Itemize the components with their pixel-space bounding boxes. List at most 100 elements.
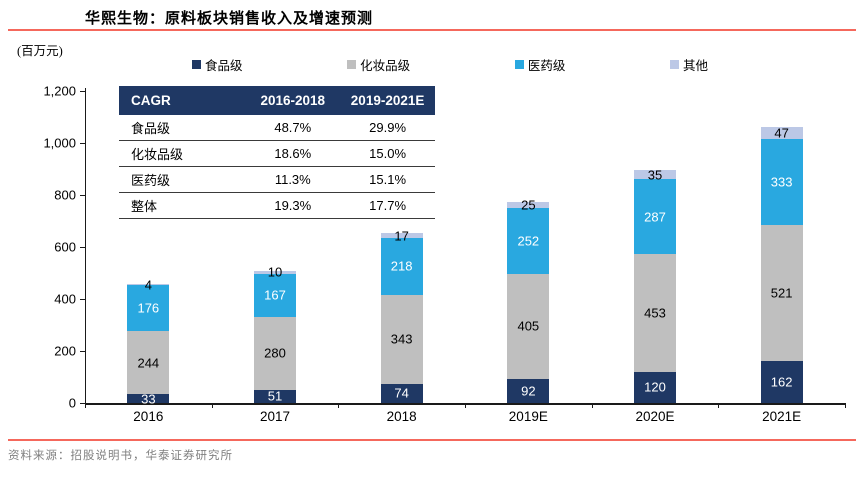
bar-value-label: 244 [137,355,160,371]
legend-label: 医药级 [527,59,566,73]
x-axis-tick [465,403,466,408]
bar-segment-2020E-0 [634,371,676,403]
bar-value-label: 167 [264,287,286,303]
bar-value-label: 51 [267,388,283,404]
legend-swatch-icon [347,60,357,69]
bar-segment-2019E-2 [507,208,550,274]
cagr-cell: 化妆品级 [119,140,246,167]
bar-value-label: 92 [521,383,536,399]
y-axis-tick-label: 800 [54,187,76,203]
legend-label: 食品级 [205,59,243,73]
cagr-table: CAGR 2016-2018 2019-2021E 食品级 48.7% 29.9% 化… [119,86,435,219]
bar-value-label: 280 [264,345,286,361]
bar-value-label: 287 [644,209,666,225]
cagr-cell: 医药级 [119,166,246,193]
y-axis-tick [80,91,85,92]
cagr-table-row-1: 化妆品级 18.6% 15.0% [119,140,435,167]
bar-segment-2016-3 [127,284,170,286]
bar-segment-2019E-0 [507,379,550,403]
cagr-cell: 17.7% [340,192,435,219]
bar-value-label: 333 [770,174,793,190]
y-axis-tick-label: 1,200 [43,83,76,99]
figure-title: 华熙生物：原料板块销售收入及增速预测 [85,11,374,27]
y-axis-tick [80,247,85,248]
bar-value-label: 47 [774,125,789,141]
x-axis-tick [85,403,86,408]
source-note: 资料来源：招股说明书，华泰证券研究所 [8,450,233,462]
cagr-cell: 11.3% [245,166,341,193]
x-axis-category-label: 2016 [133,409,164,424]
y-axis-tick-label: 0 [68,395,76,411]
x-axis-category-label: 2021E [762,409,802,424]
chart-legend: 食品级 化妆品级 医药级 其他 [192,55,708,74]
cagr-table-row-3: 整体 19.3% 17.7% [119,192,435,219]
top-red-divider [8,29,856,31]
cagr-table-row-0: 食品级 48.7% 29.9% [119,115,435,141]
bar-segment-2020E-1 [634,254,676,372]
bar-segment-2021E-1 [760,225,803,361]
bar-segment-2019E-1 [507,273,550,380]
bar-value-label: 25 [521,197,536,213]
bar-segment-2016-0 [127,394,170,403]
bar-value-label: 343 [390,331,413,347]
x-axis-category-label: 2019E [508,409,548,424]
bar-value-label: 162 [770,374,793,390]
legend-item-0: 食品级 [192,55,243,74]
bar-segment-2020E-2 [634,179,676,254]
bar-segment-2021E-3 [760,126,803,139]
cagr-table-header-cagr: CAGR [119,86,246,115]
legend-label: 其他 [682,59,708,73]
cagr-cell: 19.3% [245,192,341,219]
legend-item-2: 医药级 [514,55,566,74]
bar-segment-2017-3 [254,270,296,274]
bar-value-label: 10 [267,264,283,280]
bar-segment-2017-1 [254,316,296,390]
x-axis-tick [338,403,340,408]
bar-segment-2018-2 [380,237,423,295]
cagr-cell: 48.7% [245,115,341,141]
bar-value-label: 176 [137,300,160,316]
legend-swatch-icon [514,60,524,69]
bar-value-label: 405 [517,318,540,334]
bar-value-label: 17 [394,228,409,244]
legend-label: 化妆品级 [360,59,411,73]
bar-segment-2018-0 [380,383,423,403]
bar-value-label: 521 [770,285,793,301]
bar-value-label: 35 [647,167,663,183]
x-axis-category-label: 2020E [635,409,675,424]
cagr-table-header-2016-2018: 2016-2018 [245,86,341,115]
y-axis-unit-label: (百万元) [17,44,63,58]
y-axis-tick [80,143,85,144]
cagr-cell: 15.0% [340,140,435,167]
bar-value-label: 453 [644,305,666,321]
cagr-cell: 29.9% [340,115,435,141]
x-axis-category-label: 2017 [259,409,291,424]
bar-segment-2016-2 [127,285,170,331]
bar-segment-2019E-3 [507,201,550,209]
bar-value-label: 4 [144,277,152,293]
bar-segment-2017-0 [254,389,296,403]
cagr-cell: 整体 [119,192,246,219]
y-axis-tick-label: 1,000 [43,135,76,151]
y-axis-line [85,88,86,404]
x-axis-tick [845,403,846,408]
cagr-cell: 18.6% [245,140,341,167]
y-axis-tick [80,195,85,196]
cagr-table-row-2: 医药级 11.3% 15.1% [119,166,435,193]
y-axis-tick-label: 600 [54,239,76,255]
y-axis-tick [80,299,85,300]
legend-swatch-icon [669,60,679,69]
cagr-table-header-row: CAGR 2016-2018 2019-2021E [119,86,435,115]
bar-value-label: 74 [394,385,409,401]
legend-item-3: 其他 [669,55,708,74]
bar-value-label: 33 [141,391,156,407]
bar-segment-2021E-2 [760,138,803,226]
bar-segment-2020E-3 [634,170,676,180]
legend-item-1: 化妆品级 [347,55,410,74]
bar-value-label: 120 [644,379,666,395]
bar-segment-2016-1 [127,330,170,395]
bar-value-label: 218 [390,258,413,274]
y-axis-tick [80,403,85,404]
x-axis-tick [591,403,593,408]
